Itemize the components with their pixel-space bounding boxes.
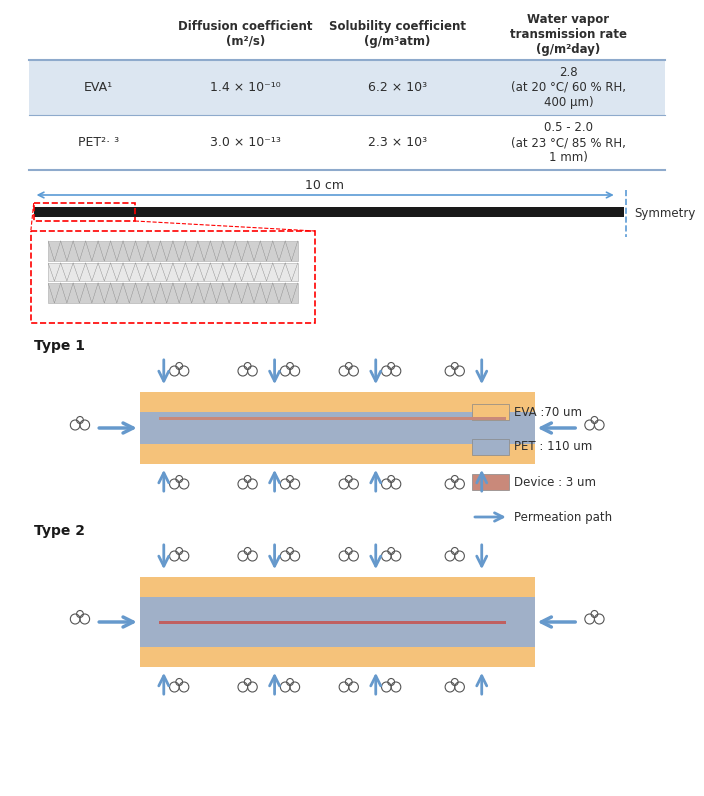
Text: 3.0 × 10⁻¹³: 3.0 × 10⁻¹³: [210, 136, 281, 149]
Text: Type 2: Type 2: [34, 524, 84, 538]
Bar: [34, 207, 624, 217]
Text: Diffusion coefficient
(m²/s): Diffusion coefficient (m²/s): [178, 20, 313, 48]
Bar: [48, 263, 298, 281]
Text: Device : 3 um: Device : 3 um: [515, 475, 596, 489]
Text: Type 1: Type 1: [34, 339, 84, 353]
Bar: [31, 231, 315, 323]
Bar: [472, 474, 509, 490]
Text: 6.2 × 10³: 6.2 × 10³: [368, 81, 427, 94]
Bar: [472, 439, 509, 455]
Bar: [139, 597, 535, 647]
Text: Solubility coefficient
(g/m³atm): Solubility coefficient (g/m³atm): [329, 20, 466, 48]
Text: PET²· ³: PET²· ³: [78, 136, 119, 149]
Text: EVA :70 um: EVA :70 um: [515, 405, 582, 419]
Text: 10 cm: 10 cm: [306, 179, 344, 192]
Text: Permeation path: Permeation path: [515, 510, 612, 524]
Bar: [48, 241, 298, 261]
Text: Symmetry: Symmetry: [634, 206, 696, 220]
Bar: [29, 60, 665, 115]
Bar: [472, 404, 509, 420]
Bar: [139, 444, 535, 464]
Text: PET : 110 um: PET : 110 um: [515, 440, 593, 454]
Text: 2.8
(at 20 °C/ 60 % RH,
400 μm): 2.8 (at 20 °C/ 60 % RH, 400 μm): [511, 66, 626, 109]
Text: Water vapor
transmission rate
(g/m²day): Water vapor transmission rate (g/m²day): [510, 13, 627, 56]
Text: 2.3 × 10³: 2.3 × 10³: [368, 136, 427, 149]
Bar: [139, 577, 535, 597]
Bar: [159, 417, 505, 420]
Bar: [139, 392, 535, 412]
Bar: [48, 283, 298, 303]
Bar: [139, 412, 535, 444]
Bar: [159, 621, 505, 624]
Bar: [34, 203, 135, 221]
Text: 1.4 × 10⁻¹⁰: 1.4 × 10⁻¹⁰: [210, 81, 281, 94]
Text: EVA¹: EVA¹: [84, 81, 113, 94]
Bar: [29, 115, 665, 170]
Text: 0.5 - 2.0
(at 23 °C/ 85 % RH,
1 mm): 0.5 - 2.0 (at 23 °C/ 85 % RH, 1 mm): [511, 121, 626, 164]
Bar: [139, 647, 535, 667]
